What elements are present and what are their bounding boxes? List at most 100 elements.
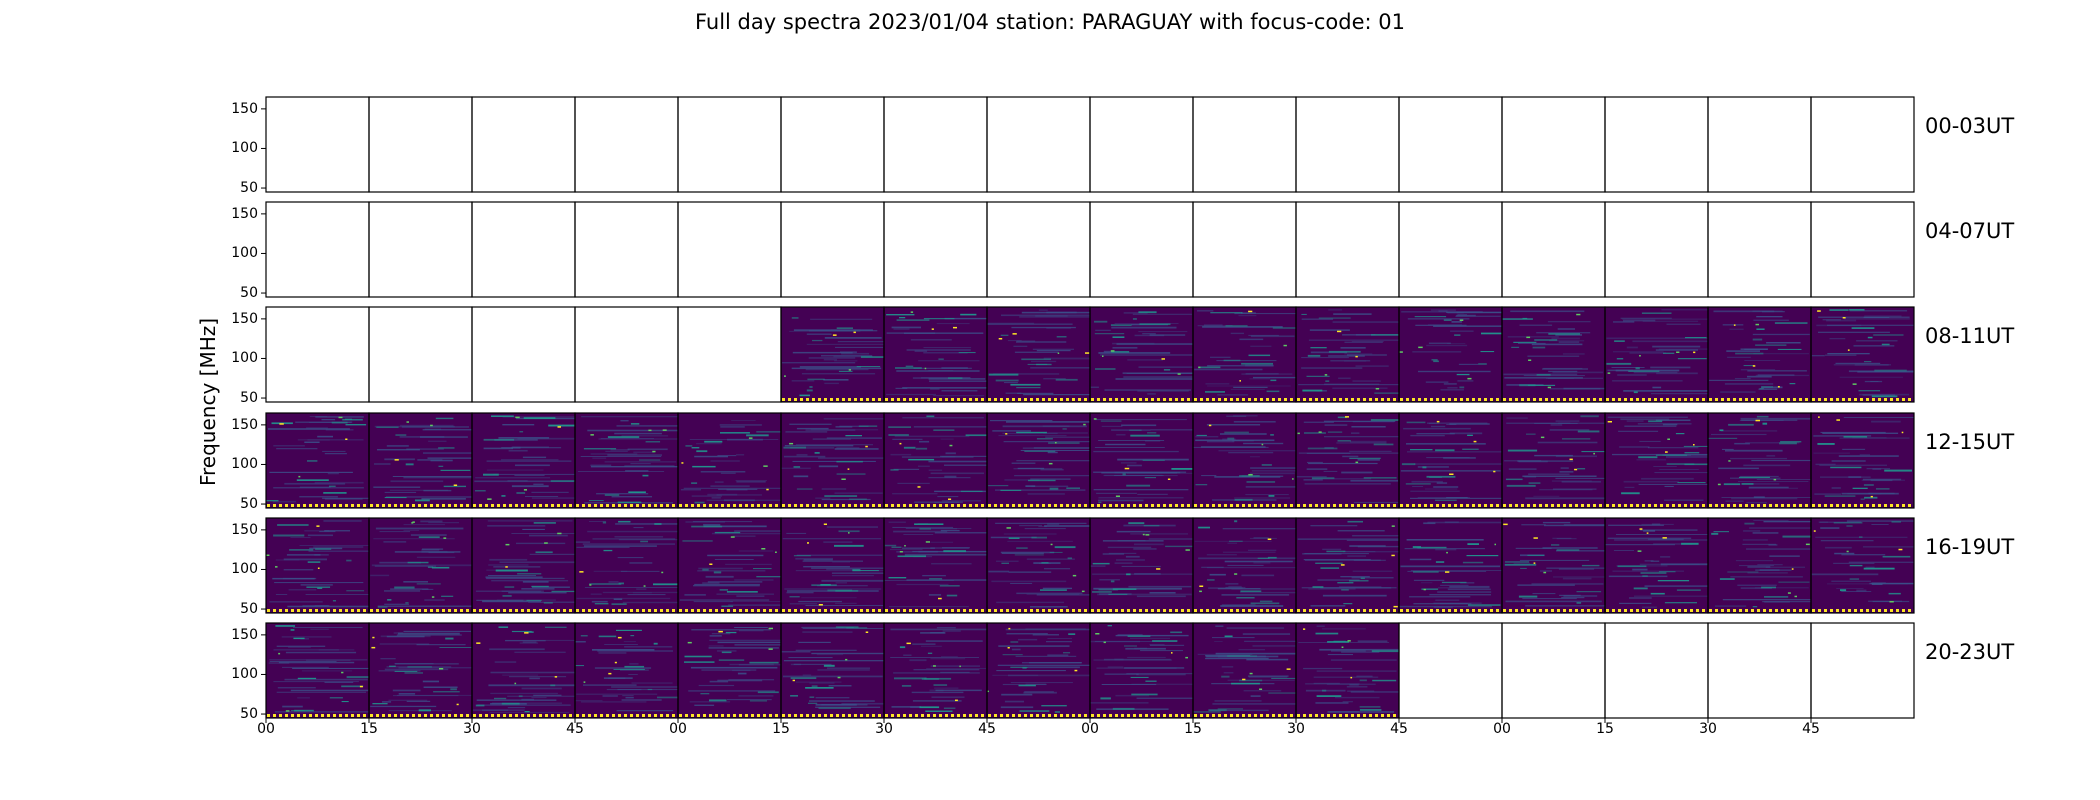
spectrum-panel <box>472 413 575 508</box>
panel-frame <box>986 201 1091 298</box>
panel-frame <box>780 201 885 298</box>
y-tick-label: 150 <box>231 100 258 117</box>
x-tick-label: 45 <box>1802 721 1820 737</box>
y-tick-label: 150 <box>231 416 258 433</box>
panel-frame <box>1604 622 1709 719</box>
y-tick-label: 150 <box>231 521 258 538</box>
spectrum-panel <box>884 518 987 613</box>
panel-frame <box>1192 201 1297 298</box>
panel-frame <box>1810 412 1915 509</box>
y-tick-label: 100 <box>231 140 258 157</box>
panel-frame <box>1089 96 1194 193</box>
spectrum-panel <box>1399 413 1502 508</box>
spectrum-panel <box>1296 307 1399 402</box>
spectrum-panel <box>781 623 884 718</box>
y-tick-label: 50 <box>240 496 258 513</box>
panel-frame <box>471 306 576 403</box>
y-tick-label: 100 <box>231 561 258 578</box>
spectrum-panel <box>472 518 575 613</box>
row-time-label: 04-07UT <box>1925 219 2015 243</box>
spectrum-panel <box>1193 518 1296 613</box>
spectrum-panel <box>1811 413 1914 508</box>
panel-frame <box>1398 622 1503 719</box>
spectrum-panel <box>1296 413 1399 508</box>
panel-frame <box>1501 201 1606 298</box>
x-tick-label: 30 <box>875 721 893 737</box>
spectrum-panel <box>678 413 781 508</box>
panel-frame <box>471 201 576 298</box>
spectra-row <box>266 623 1399 718</box>
x-tick-label: 45 <box>566 721 584 737</box>
spectrum-panel <box>369 623 472 718</box>
y-tick-label: 150 <box>231 205 258 222</box>
row-time-label: 00-03UT <box>1925 114 2015 138</box>
panel-frame <box>368 96 473 193</box>
panel-frame <box>574 201 679 298</box>
x-tick-label: 30 <box>463 721 481 737</box>
x-tick-label: 30 <box>1287 721 1305 737</box>
spectrum-panel <box>1193 623 1296 718</box>
x-tick-label: 30 <box>1699 721 1717 737</box>
spectrum-panel <box>1605 413 1708 508</box>
x-tick-label: 00 <box>257 721 275 737</box>
x-tick-label: 00 <box>1493 721 1511 737</box>
spectra-row <box>266 413 1914 508</box>
panel-frame <box>1810 517 1915 614</box>
spectrum-panel <box>678 518 781 613</box>
spectrum-panel <box>987 623 1090 718</box>
y-tick-label: 150 <box>231 626 258 643</box>
spectrum-panel <box>575 623 678 718</box>
panel-frame <box>265 201 370 298</box>
panel-frame <box>574 96 679 193</box>
spectrum-panel <box>987 518 1090 613</box>
x-tick-label: 00 <box>669 721 687 737</box>
panel-frame <box>883 96 988 193</box>
y-tick-label: 100 <box>231 245 258 262</box>
x-tick-label: 15 <box>360 721 378 737</box>
panel-frame <box>1810 306 1915 403</box>
spectrum-panel <box>1811 307 1914 402</box>
row-time-label: 16-19UT <box>1925 535 2015 559</box>
panel-frame <box>1089 201 1194 298</box>
x-tick-label: 15 <box>772 721 790 737</box>
spectrum-panel <box>884 307 987 402</box>
spectrum-panel <box>1708 413 1811 508</box>
spectrum-panel <box>1502 518 1605 613</box>
row-time-label: 08-11UT <box>1925 324 2015 348</box>
y-tick-label: 100 <box>231 350 258 367</box>
spectrum-panel <box>1193 307 1296 402</box>
y-tick-label: 100 <box>231 666 258 683</box>
panel-frame <box>1810 622 1915 719</box>
panel-frame <box>368 306 473 403</box>
spectrum-panel <box>266 623 369 718</box>
spectrum-panel <box>1811 518 1914 613</box>
spectrum-panel <box>575 518 678 613</box>
panel-frame <box>1707 622 1812 719</box>
spectrum-panel <box>1090 307 1193 402</box>
panel-frame <box>1810 96 1915 193</box>
panel-frame <box>1707 96 1812 193</box>
spectrum-panel <box>369 518 472 613</box>
panel-frame <box>265 96 370 193</box>
spectra-row <box>266 518 1914 613</box>
spectrum-panel <box>1296 518 1399 613</box>
panel-frame <box>1295 96 1400 193</box>
spectrum-panel <box>1296 623 1399 718</box>
spectrum-panel <box>369 413 472 508</box>
spectrum-panel <box>884 623 987 718</box>
spectrum-panel <box>1090 623 1193 718</box>
spectrum-panel <box>1399 518 1502 613</box>
spectrum-panel <box>1502 413 1605 508</box>
x-tick-label: 15 <box>1184 721 1202 737</box>
spectrum-panel <box>1502 307 1605 402</box>
panel-frame <box>1707 201 1812 298</box>
spectrum-panel <box>1399 307 1502 402</box>
spectra-row <box>781 307 1914 402</box>
panel-frame <box>677 96 782 193</box>
panel-frame <box>1398 201 1503 298</box>
panel-frame <box>1810 201 1915 298</box>
x-tick-label: 00 <box>1081 721 1099 737</box>
x-tick-label: 15 <box>1596 721 1614 737</box>
spectrum-panel <box>781 518 884 613</box>
spectrum-panel <box>1708 307 1811 402</box>
